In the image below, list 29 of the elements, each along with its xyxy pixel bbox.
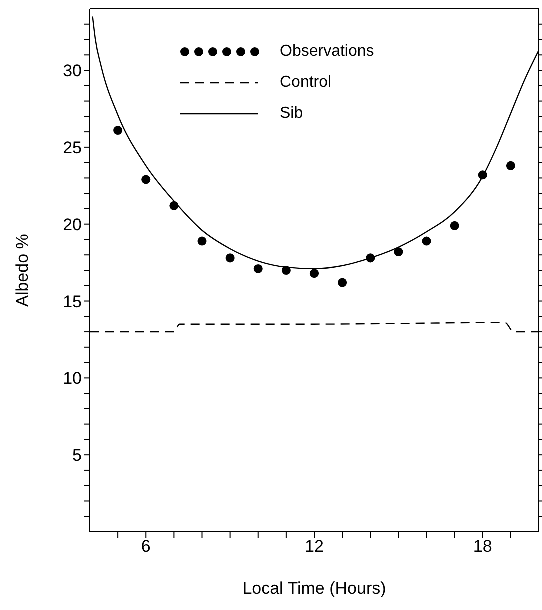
y-tick-label: 15 <box>63 292 82 312</box>
x-tick-label: 6 <box>141 537 151 556</box>
point <box>478 170 488 180</box>
y-tick-label: 10 <box>63 369 82 388</box>
point <box>338 278 348 288</box>
legend-label: Control <box>280 74 332 92</box>
point <box>310 269 320 278</box>
point <box>226 254 235 263</box>
point <box>170 201 179 210</box>
legend-label: Sib <box>280 104 304 122</box>
y-tick-label: 20 <box>63 215 82 234</box>
y-tick-label: 5 <box>72 446 82 466</box>
point <box>450 221 460 230</box>
x-tick-label: 12 <box>305 537 324 556</box>
x-axis-title: Local Time (Hours) <box>242 579 386 598</box>
point <box>282 266 291 276</box>
point <box>254 264 263 274</box>
x-tick-label: 18 <box>473 537 492 556</box>
point <box>198 236 207 246</box>
point <box>422 236 432 246</box>
point <box>142 175 151 184</box>
legend-label: Observations <box>280 42 374 60</box>
point <box>506 161 516 170</box>
y-tick-label: 30 <box>63 62 82 81</box>
y-tick-label: 25 <box>63 138 82 158</box>
point <box>114 126 123 136</box>
point <box>394 248 404 257</box>
point <box>366 254 376 263</box>
y-axis-title: Albedo % <box>13 234 32 307</box>
